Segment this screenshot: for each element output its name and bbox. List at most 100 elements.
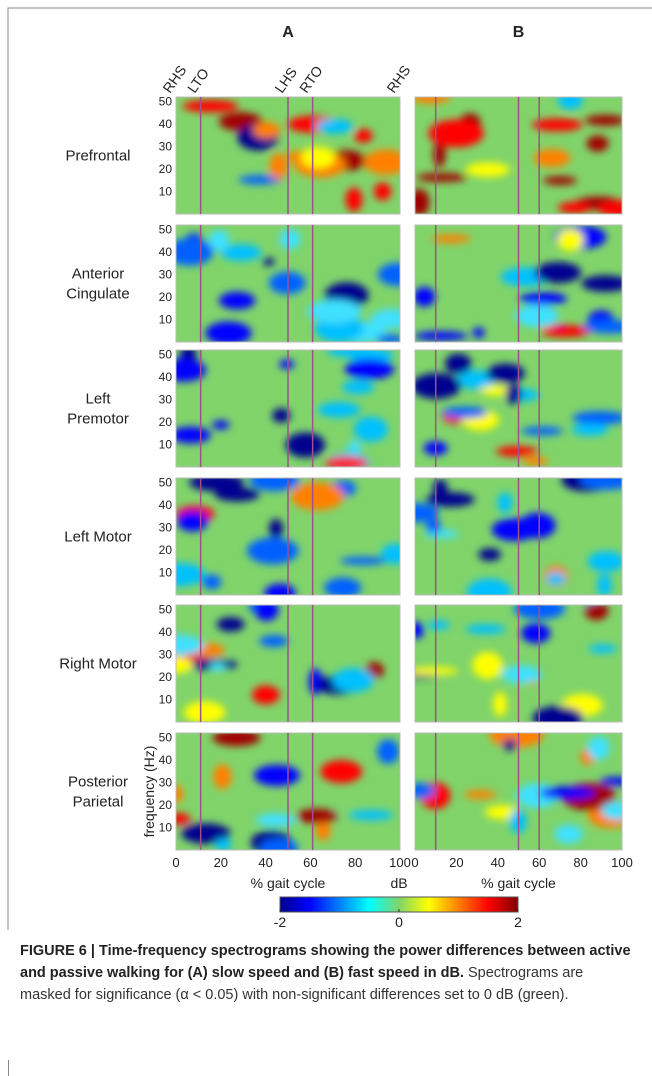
event-label: RTO — [296, 63, 326, 96]
blob — [353, 416, 388, 443]
blob — [522, 456, 549, 466]
blob — [416, 173, 468, 182]
row-label: Left Premotor — [67, 391, 129, 428]
y-tick-label: 40 — [159, 625, 173, 639]
blob — [543, 176, 578, 185]
blob — [427, 620, 450, 630]
blob — [557, 97, 584, 110]
blob — [320, 760, 363, 784]
blob — [208, 229, 230, 252]
y-tick-label: 30 — [159, 648, 173, 662]
blob — [415, 666, 459, 676]
blob — [425, 519, 442, 534]
y-tick-label: 20 — [159, 162, 173, 176]
caption-text: Spectrograms are masked for significance… — [20, 965, 584, 1003]
x-tick-label: 80 — [573, 855, 587, 870]
row-label: Anterior Cingulate — [66, 266, 129, 303]
blob — [415, 286, 436, 307]
blob — [279, 229, 301, 250]
x-axis-label: % gait cycle — [251, 875, 326, 891]
caption-bold: FIGURE 6 | Time-frequency spectrograms s… — [20, 943, 631, 981]
column-label: A — [282, 24, 294, 41]
blob — [272, 408, 291, 423]
blob — [572, 410, 622, 425]
x-tick-label: 60 — [532, 855, 546, 870]
blob — [581, 275, 622, 292]
blob — [428, 119, 484, 148]
blob — [181, 823, 231, 844]
blob — [545, 572, 566, 586]
blob — [348, 810, 394, 821]
blob — [354, 128, 373, 143]
blob — [324, 577, 362, 595]
blob — [176, 358, 207, 382]
blob — [580, 478, 622, 490]
blob — [342, 380, 375, 395]
blob — [466, 578, 512, 595]
blob — [347, 440, 362, 454]
y-tick-label: 50 — [159, 476, 173, 490]
blob — [534, 261, 582, 284]
caption: FIGURE 6 | Time-frequency spectrograms s… — [20, 940, 632, 1006]
y-tick-label: 30 — [159, 268, 173, 282]
y-tick-label: 30 — [159, 140, 173, 154]
blob — [505, 383, 522, 405]
y-tick-label: 20 — [159, 415, 173, 429]
x-tick-label: 80 — [348, 855, 362, 870]
spectrogram-blobs — [176, 733, 400, 850]
x-tick-label: 20 — [449, 855, 463, 870]
blob — [300, 146, 336, 169]
blob — [212, 420, 230, 430]
blob — [182, 99, 239, 113]
blob — [465, 624, 506, 635]
row-label: Posterior Parietal — [68, 774, 128, 811]
blob — [255, 813, 297, 827]
blob — [264, 583, 296, 595]
blob — [480, 385, 511, 396]
blob — [220, 244, 262, 261]
y-tick-label: 50 — [159, 731, 173, 745]
blob — [472, 651, 503, 680]
blob — [262, 257, 275, 266]
blob — [215, 838, 232, 850]
blob — [218, 291, 256, 310]
event-label: RHS — [159, 62, 189, 95]
blob — [249, 478, 300, 492]
spectrogram-blobs — [182, 99, 400, 212]
blob — [597, 573, 612, 595]
blob — [415, 782, 436, 799]
blob — [584, 605, 609, 621]
blob — [587, 735, 610, 760]
blob — [586, 135, 609, 152]
y-tick-label: 20 — [159, 670, 173, 684]
y-tick-label: 10 — [159, 821, 173, 835]
blob — [345, 187, 363, 212]
blob — [317, 401, 361, 418]
blob — [415, 331, 468, 341]
blob — [315, 820, 331, 841]
y-tick-label: 30 — [159, 776, 173, 790]
blob — [205, 321, 252, 342]
y-tick-label: 20 — [159, 543, 173, 557]
blob — [493, 691, 507, 717]
y-tick-label: 40 — [159, 245, 173, 259]
blob — [587, 550, 622, 572]
blob — [259, 635, 289, 648]
y-tick-label: 10 — [159, 566, 173, 580]
blob — [269, 518, 284, 539]
blob — [363, 149, 400, 175]
blob — [213, 764, 232, 790]
blob — [251, 685, 280, 705]
y-tick-label: 50 — [159, 348, 173, 362]
blob — [584, 114, 622, 126]
event-label: LHS — [271, 64, 300, 95]
y-tick-label: 50 — [159, 223, 173, 237]
blob — [176, 634, 204, 656]
blob — [376, 334, 400, 342]
y-tick-label: 30 — [159, 521, 173, 535]
blob — [380, 543, 400, 565]
blob — [597, 200, 622, 214]
blob — [212, 733, 261, 747]
spectrogram-blobs — [415, 733, 622, 844]
